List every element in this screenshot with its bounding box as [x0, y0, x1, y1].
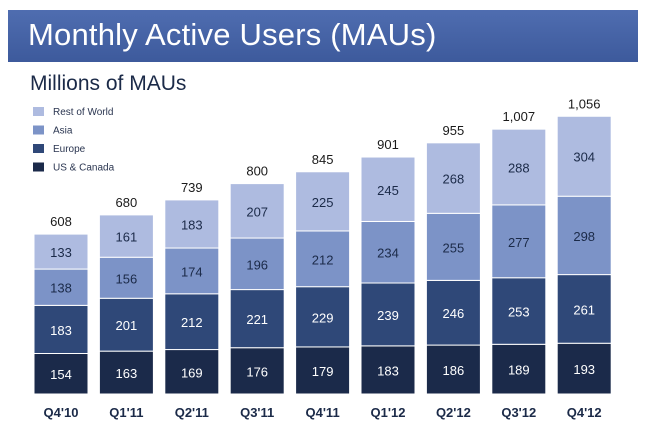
legend-label-rest-of-world: Rest of World: [53, 107, 113, 118]
bar-segment-us-canada-q4-12: [556, 342, 612, 395]
bar-segment-asia-q2-11: [164, 247, 220, 295]
data-label-asia-q4-12: 298: [573, 229, 595, 244]
bar-segment-europe-q4-12: [556, 274, 612, 344]
legend-swatch-rest-of-world: [33, 107, 44, 116]
bar-segment-asia-q1-12: [360, 220, 416, 284]
bar-segment-asia-q4-11: [295, 230, 351, 288]
total-label-q4-12: 1,056: [568, 96, 601, 111]
x-tick-label-q2-12: Q2'12: [436, 405, 471, 420]
x-tick-label-q1-11: Q1'11: [109, 405, 143, 420]
title-banner: Monthly Active Users (MAUs): [8, 10, 638, 62]
bar-segment-europe-q2-12: [425, 279, 481, 346]
data-label-europe-q1-11: 201: [116, 318, 138, 333]
total-label-q4-10: 608: [50, 214, 72, 229]
bar-segment-asia-q3-12: [491, 204, 547, 279]
total-label-q1-12: 901: [377, 137, 399, 152]
bar-segment-rest-of-world-q4-11: [295, 171, 351, 232]
data-label-asia-q4-10: 138: [50, 281, 72, 296]
bar-segment-europe-q3-12: [491, 277, 547, 345]
bar-segment-us-canada-q4-10: [33, 352, 89, 395]
data-label-rest-of-world-q3-12: 288: [508, 161, 530, 176]
bar-segment-us-canada-q2-12: [425, 344, 481, 395]
x-tick-label-q4-11: Q4'11: [306, 405, 340, 420]
x-tick-label-q4-10: Q4'10: [44, 405, 79, 420]
data-label-asia-q3-11: 196: [246, 257, 268, 272]
data-label-europe-q3-12: 253: [508, 305, 530, 320]
data-label-europe-q3-11: 221: [246, 312, 268, 327]
bar-segment-europe-q1-11: [98, 297, 154, 352]
data-label-rest-of-world-q2-12: 268: [443, 172, 465, 187]
data-label-europe-q4-12: 261: [573, 302, 595, 317]
bar-segment-asia-q2-12: [425, 212, 481, 281]
bar-segment-rest-of-world-q4-10: [33, 233, 89, 270]
x-tick-label-q2-11: Q2'11: [175, 405, 209, 420]
chart-title: Millions of MAUs: [30, 72, 187, 95]
data-label-us-canada-q2-12: 186: [443, 363, 465, 378]
bar-segment-rest-of-world-q4-12: [556, 115, 612, 197]
bar-segment-us-canada-q3-11: [229, 347, 285, 395]
page-title: Monthly Active Users (MAUs): [28, 17, 437, 52]
x-tick-label-q3-11: Q3'11: [240, 405, 274, 420]
bar-segment-us-canada-q4-11: [295, 346, 351, 395]
bar-segment-rest-of-world-q3-11: [229, 183, 285, 239]
data-label-europe-q4-10: 183: [50, 323, 72, 338]
x-tick-label-q4-12: Q4'12: [567, 405, 602, 420]
bar-segment-rest-of-world-q1-11: [98, 214, 154, 258]
legend-label-us-canada: US & Canada: [53, 163, 115, 174]
total-label-q4-11: 845: [312, 152, 334, 167]
data-label-europe-q4-11: 229: [312, 310, 334, 325]
data-label-us-canada-q4-10: 154: [50, 367, 72, 382]
total-label-q2-12: 955: [443, 123, 465, 138]
legend-label-asia: Asia: [53, 126, 73, 137]
data-label-rest-of-world-q1-12: 245: [377, 183, 399, 198]
total-label-q1-11: 680: [116, 195, 138, 210]
data-label-rest-of-world-q4-12: 304: [573, 150, 595, 165]
x-tick-label-q1-12: Q1'12: [371, 405, 406, 420]
data-label-rest-of-world-q1-11: 161: [116, 230, 138, 245]
legend-swatch-europe: [33, 144, 44, 153]
data-label-us-canada-q1-12: 183: [377, 363, 399, 378]
data-label-us-canada-q1-11: 163: [116, 366, 138, 381]
legend-label-europe: Europe: [53, 144, 86, 155]
data-label-us-canada-q4-11: 179: [312, 364, 334, 379]
bar-segment-asia-q1-11: [98, 256, 154, 299]
data-label-us-canada-q3-11: 176: [246, 364, 268, 379]
bar-segment-europe-q4-11: [295, 286, 351, 348]
data-label-asia-q2-11: 174: [181, 264, 203, 279]
data-label-rest-of-world-q2-11: 183: [181, 217, 203, 232]
data-label-europe-q2-11: 212: [181, 315, 203, 330]
total-label-q3-12: 1,007: [503, 109, 536, 124]
data-label-rest-of-world-q3-11: 207: [246, 204, 268, 219]
total-label-q3-11: 800: [246, 164, 268, 179]
data-label-asia-q1-11: 156: [116, 271, 138, 286]
bar-segment-rest-of-world-q3-12: [491, 128, 547, 206]
bar-segment-europe-q1-12: [360, 282, 416, 347]
data-label-asia-q1-12: 234: [377, 246, 399, 261]
data-label-europe-q1-12: 239: [377, 308, 399, 323]
data-label-us-canada-q2-11: 169: [181, 365, 203, 380]
bar-segment-us-canada-q3-12: [491, 343, 547, 395]
bar-segment-us-canada-q2-11: [164, 349, 220, 395]
data-label-rest-of-world-q4-11: 225: [312, 195, 334, 210]
total-label-q2-11: 739: [181, 180, 203, 195]
bar-segment-rest-of-world-q1-12: [360, 156, 416, 222]
data-label-asia-q3-12: 277: [508, 235, 530, 250]
x-tick-label-q3-12: Q3'12: [501, 405, 536, 420]
data-label-asia-q4-11: 212: [312, 252, 334, 267]
bar-segment-rest-of-world-q2-11: [164, 199, 220, 249]
data-label-rest-of-world-q4-10: 133: [50, 245, 72, 260]
bar-segment-asia-q3-11: [229, 237, 285, 291]
data-label-asia-q2-12: 255: [443, 240, 465, 255]
legend-swatch-asia: [33, 125, 44, 135]
data-label-us-canada-q4-12: 193: [573, 362, 595, 377]
bar-segment-europe-q4-10: [33, 304, 89, 354]
bar-segment-rest-of-world-q2-12: [425, 142, 481, 214]
legend-swatch-us-canada: [33, 162, 44, 172]
data-label-europe-q2-12: 246: [443, 306, 465, 321]
bar-segment-asia-q4-12: [556, 195, 612, 276]
bar-segment-europe-q3-11: [229, 289, 285, 349]
data-label-us-canada-q3-12: 189: [508, 363, 530, 378]
